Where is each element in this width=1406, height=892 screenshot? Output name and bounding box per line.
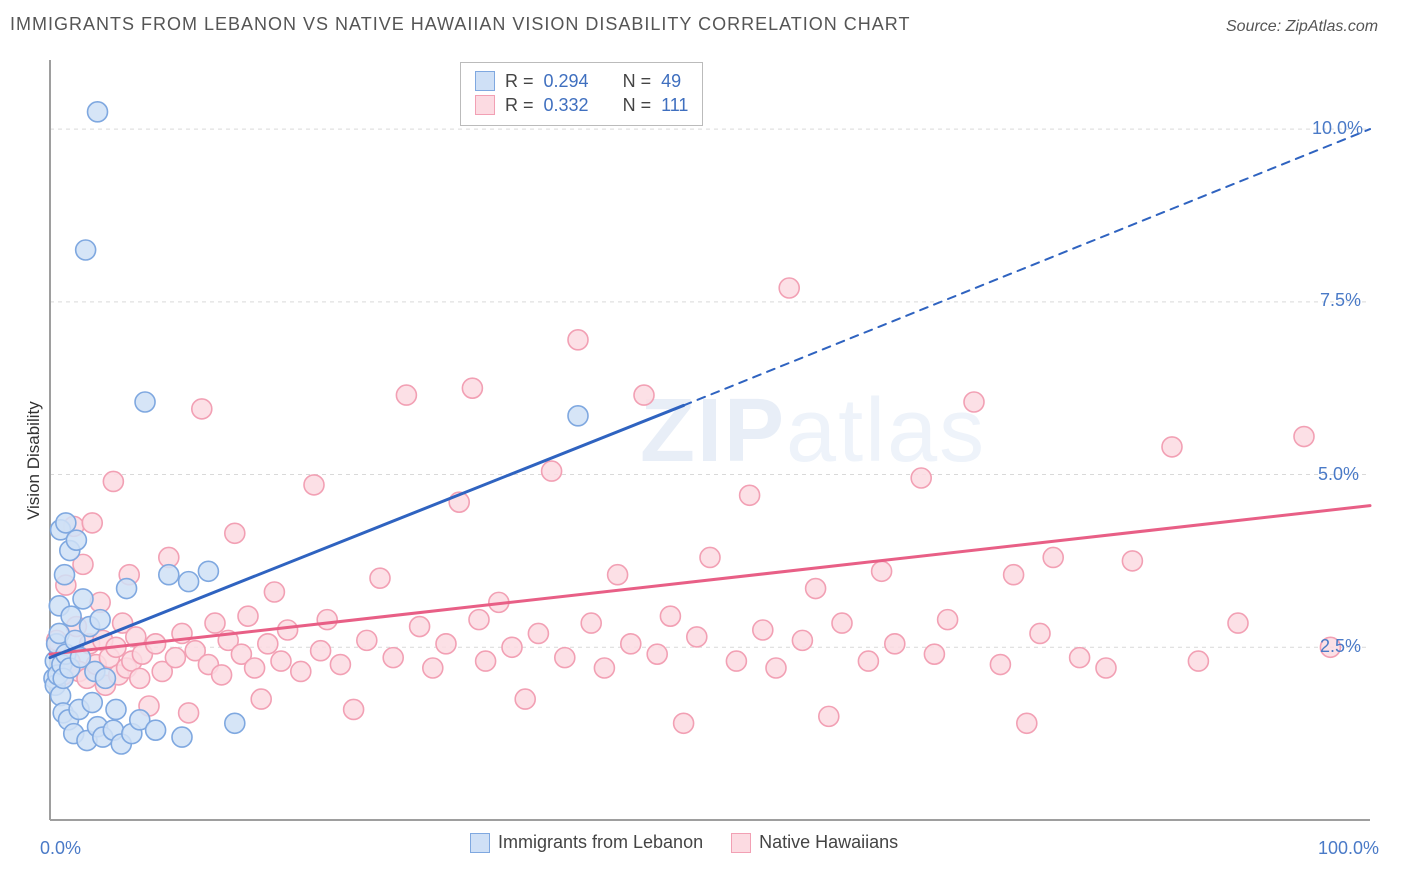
y-tick-7p5: 7.5%: [1320, 290, 1361, 311]
corr-n-label: N =: [623, 93, 652, 117]
swatch-lebanon: [475, 71, 495, 91]
legend-label-lebanon: Immigrants from Lebanon: [498, 832, 703, 853]
series-legend: Immigrants from Lebanon Native Hawaiians: [470, 832, 898, 853]
corr-n-hawaiian: 111: [661, 93, 688, 117]
corr-r-lebanon: 0.294: [544, 69, 589, 93]
legend-label-hawaiian: Native Hawaiians: [759, 832, 898, 853]
corr-n-lebanon: 49: [661, 69, 681, 93]
corr-n-label: N =: [623, 69, 652, 93]
legend-item-hawaiian: Native Hawaiians: [731, 832, 898, 853]
corr-r-label: R =: [505, 93, 534, 117]
legend-item-lebanon: Immigrants from Lebanon: [470, 832, 703, 853]
swatch-hawaiian: [731, 833, 751, 853]
swatch-lebanon: [470, 833, 490, 853]
corr-row-hawaiian: R = 0.332 N = 111: [475, 93, 688, 117]
correlation-legend: R = 0.294 N = 49 R = 0.332 N = 111: [460, 62, 703, 126]
scatter-chart: [0, 0, 1406, 892]
corr-r-hawaiian: 0.332: [544, 93, 589, 117]
swatch-hawaiian: [475, 95, 495, 115]
x-tick-100: 100.0%: [1318, 838, 1379, 859]
corr-r-label: R =: [505, 69, 534, 93]
corr-row-lebanon: R = 0.294 N = 49: [475, 69, 688, 93]
y-tick-5: 5.0%: [1318, 464, 1359, 485]
y-tick-10: 10.0%: [1312, 118, 1363, 139]
y-tick-2p5: 2.5%: [1320, 636, 1361, 657]
x-tick-0: 0.0%: [40, 838, 81, 859]
